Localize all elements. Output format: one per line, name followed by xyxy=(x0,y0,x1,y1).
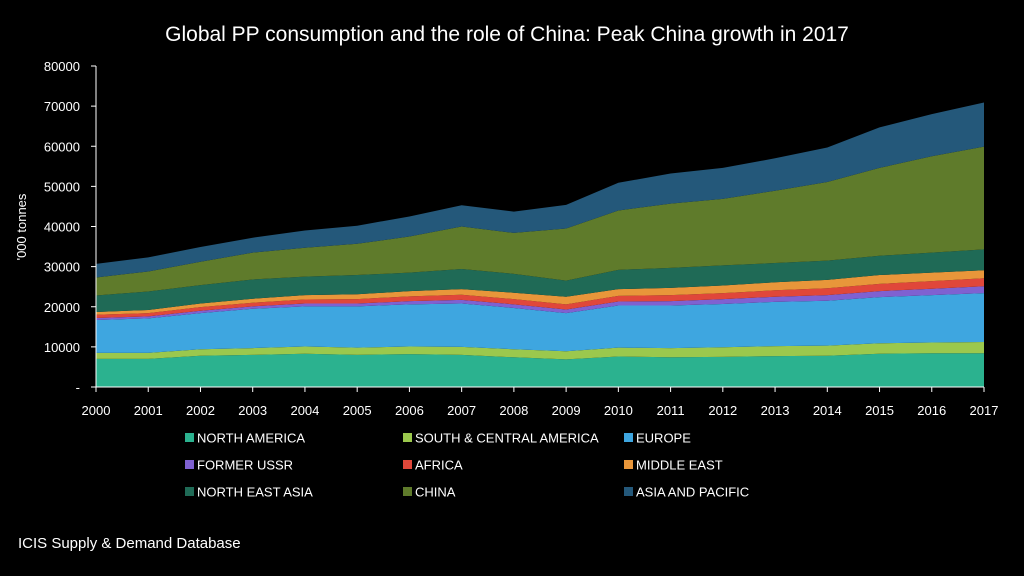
legend-swatch xyxy=(185,433,194,442)
legend-item: NORTH EAST ASIA xyxy=(185,485,313,500)
x-tick-label: 2011 xyxy=(657,403,685,418)
x-tick-label: 2017 xyxy=(970,403,999,418)
legend-label: EUROPE xyxy=(636,431,691,446)
x-axis: 2000 2001 2002 2003 2004 2005 2006 2007 2008 2009… xyxy=(82,386,999,418)
legend-swatch xyxy=(624,433,633,442)
area-series-group xyxy=(96,102,984,387)
x-tick-label: 2005 xyxy=(343,403,372,418)
x-tick-label: 2015 xyxy=(865,403,894,418)
y-tick-label: 30000 xyxy=(44,260,80,275)
x-tick-label: 2009 xyxy=(552,403,581,418)
y-axis: - 10000 20000 30000 40000 50000 60000 70000 8000… xyxy=(44,59,97,395)
y-tick-label: 80000 xyxy=(44,59,80,74)
area-series-8 xyxy=(96,102,984,278)
legend-label: MIDDLE EAST xyxy=(636,458,723,473)
y-axis-title: '000 tonnes xyxy=(14,193,29,260)
legend-item: EUROPE xyxy=(624,431,691,446)
area-series-7 xyxy=(96,146,984,296)
legend-swatch xyxy=(403,487,412,496)
legend-label: FORMER USSR xyxy=(197,458,293,473)
legend-item: ASIA AND PACIFIC xyxy=(624,485,749,500)
legend-label: NORTH AMERICA xyxy=(197,431,305,446)
x-tick-label: 2012 xyxy=(708,403,737,418)
legend-label: CHINA xyxy=(415,485,456,500)
x-tick-label: 2000 xyxy=(82,403,111,418)
legend-item: SOUTH & CENTRAL AMERICA xyxy=(403,431,599,446)
legend-swatch xyxy=(403,433,412,442)
x-tick-label: 2008 xyxy=(499,403,528,418)
legend-label: ASIA AND PACIFIC xyxy=(636,485,749,500)
area-series-1 xyxy=(96,342,984,360)
x-tick-label: 2007 xyxy=(447,403,476,418)
x-tick-label: 2002 xyxy=(186,403,215,418)
legend-item: MIDDLE EAST xyxy=(624,458,723,473)
x-tick-label: 2003 xyxy=(238,403,267,418)
y-tick-label: 70000 xyxy=(44,99,80,114)
legend-item: CHINA xyxy=(403,485,456,500)
legend-swatch xyxy=(185,460,194,469)
legend-swatch xyxy=(403,460,412,469)
y-tick-label: 50000 xyxy=(44,179,80,194)
legend-item: NORTH AMERICA xyxy=(185,431,305,446)
area-series-2 xyxy=(96,293,984,353)
y-tick-label: 60000 xyxy=(44,139,80,154)
legend: NORTH AMERICA SOUTH & CENTRAL AMERICA EURO… xyxy=(185,431,749,500)
source-note: ICIS Supply & Demand Database xyxy=(18,535,241,552)
legend-swatch xyxy=(185,487,194,496)
x-tick-label: 2004 xyxy=(290,403,319,418)
area-series-0 xyxy=(96,353,984,387)
y-tick-label: 10000 xyxy=(44,340,80,355)
legend-label: SOUTH & CENTRAL AMERICA xyxy=(415,431,599,446)
legend-swatch xyxy=(624,487,633,496)
x-tick-label: 2014 xyxy=(813,403,842,418)
x-tick-label: 2006 xyxy=(395,403,424,418)
x-tick-label: 2016 xyxy=(917,403,946,418)
chart-title: Global PP consumption and the role of Ch… xyxy=(165,23,849,46)
y-tick-label: - xyxy=(76,380,80,395)
legend-label: NORTH EAST ASIA xyxy=(197,485,313,500)
legend-item: AFRICA xyxy=(403,458,463,473)
x-tick-label: 2010 xyxy=(604,403,633,418)
x-tick-label: 2013 xyxy=(761,403,790,418)
legend-item: FORMER USSR xyxy=(185,458,293,473)
y-tick-label: 20000 xyxy=(44,300,80,315)
legend-swatch xyxy=(624,460,633,469)
y-tick-label: 40000 xyxy=(44,220,80,235)
legend-label: AFRICA xyxy=(415,458,463,473)
x-tick-label: 2001 xyxy=(134,403,163,418)
area-series-5 xyxy=(96,270,984,315)
area-series-6 xyxy=(96,249,984,312)
